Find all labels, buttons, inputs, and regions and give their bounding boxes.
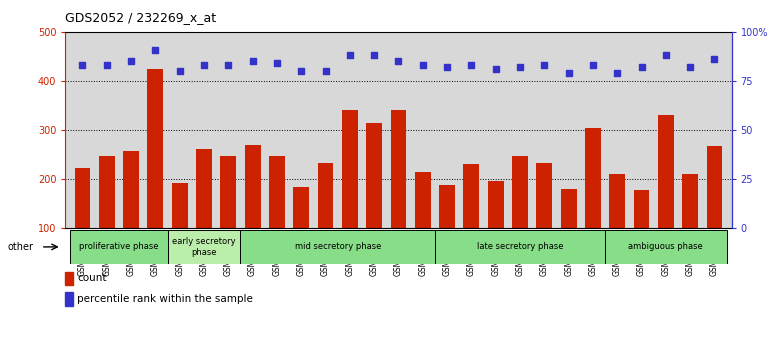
Bar (464, 165, 479, 278)
Bar (245, 145, 260, 278)
Point (562, 70, 574, 76)
Bar (220, 156, 236, 278)
Text: ambiguous phase: ambiguous phase (628, 242, 703, 251)
Text: count: count (78, 273, 107, 283)
Point (125, 58, 137, 64)
Bar (196, 149, 212, 278)
Point (635, 64, 648, 70)
Point (320, 68, 332, 74)
Bar (439, 185, 455, 278)
Bar (148, 69, 163, 278)
Bar (488, 181, 504, 278)
Point (246, 58, 259, 64)
Point (708, 57, 721, 62)
Bar (682, 174, 698, 278)
Point (611, 70, 624, 76)
Point (101, 62, 113, 68)
Point (343, 53, 356, 58)
Text: GDS2052 / 232269_x_at: GDS2052 / 232269_x_at (65, 11, 216, 24)
Bar (318, 164, 333, 278)
Bar (65, 272, 73, 285)
Bar (390, 110, 407, 278)
Point (198, 62, 210, 68)
Bar (367, 123, 382, 278)
Point (465, 62, 477, 68)
Text: mid secretory phase: mid secretory phase (294, 242, 381, 251)
Point (587, 62, 599, 68)
Point (660, 53, 672, 58)
Bar (435, 230, 605, 264)
Bar (561, 189, 577, 278)
Text: late secretory phase: late secretory phase (477, 242, 564, 251)
Bar (99, 156, 115, 278)
Point (149, 47, 162, 52)
Bar (172, 183, 188, 278)
Text: percentile rank within the sample: percentile rank within the sample (78, 294, 253, 304)
Text: other: other (8, 242, 34, 252)
Point (223, 62, 235, 68)
Bar (609, 174, 625, 278)
Point (393, 58, 405, 64)
Bar (70, 230, 168, 264)
Point (295, 68, 307, 74)
Text: early secretory
phase: early secretory phase (172, 237, 236, 257)
Point (76, 62, 89, 68)
Bar (537, 162, 552, 278)
Bar (634, 190, 649, 278)
Bar (415, 172, 430, 278)
Bar (342, 110, 358, 278)
Point (514, 64, 526, 70)
Point (538, 62, 551, 68)
Bar (512, 156, 528, 278)
Point (490, 66, 502, 72)
Bar (269, 156, 285, 278)
Point (441, 64, 454, 70)
Bar (585, 128, 601, 278)
Bar (75, 169, 90, 278)
Bar (240, 230, 435, 264)
Text: proliferative phase: proliferative phase (79, 242, 159, 251)
Bar (605, 230, 727, 264)
Point (417, 62, 429, 68)
Bar (65, 292, 73, 306)
Point (368, 53, 380, 58)
Bar (293, 187, 309, 278)
Point (271, 61, 283, 66)
Bar (658, 115, 674, 278)
Point (684, 64, 696, 70)
Bar (707, 146, 722, 278)
Point (173, 68, 186, 74)
Bar (168, 230, 240, 264)
Bar (123, 151, 139, 278)
